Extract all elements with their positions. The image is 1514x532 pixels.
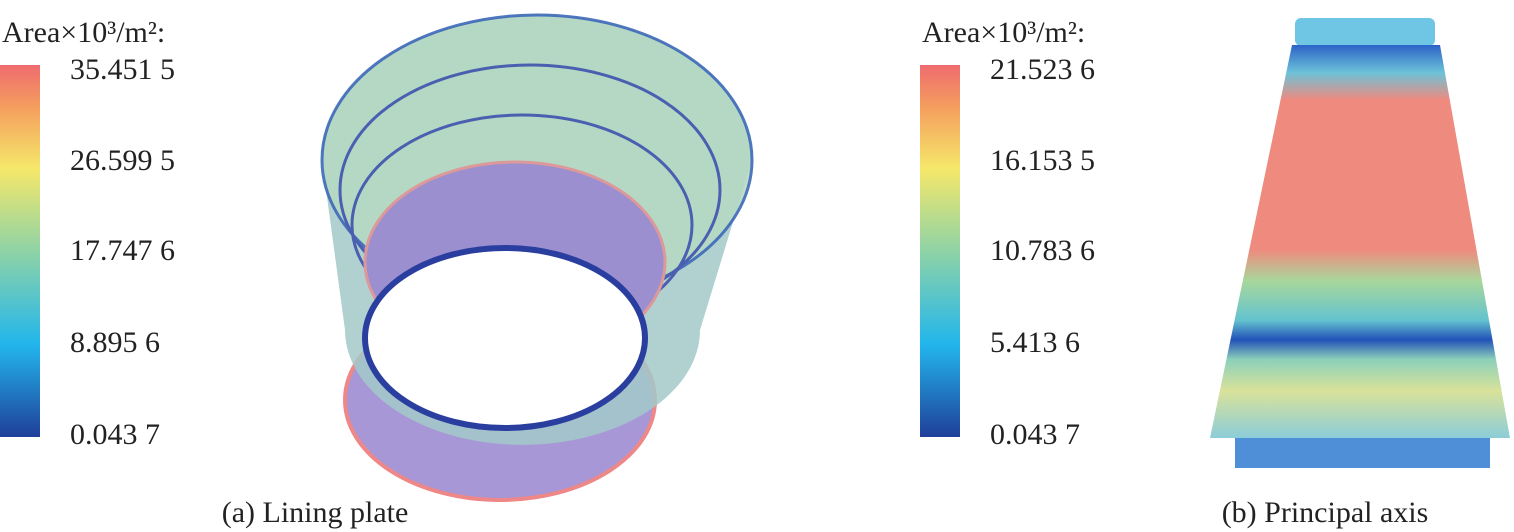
colorbar-label: 8.895 6 [70, 326, 160, 359]
colorbar [0, 65, 40, 437]
colorbar [920, 65, 960, 437]
panel-b: Area×10³/m²: 21.523 6 16.153 5 10.783 6 … [920, 16, 1510, 529]
lining-plate-model [320, 13, 754, 502]
colorbar-label: 5.413 6 [990, 326, 1080, 359]
legend-title: Area×10³/m²: [2, 16, 165, 49]
colorbar-label: 26.599 5 [70, 144, 175, 177]
colorbar-label: 17.747 6 [70, 234, 175, 267]
colorbar-label: 16.153 5 [990, 144, 1095, 177]
colorbar-label: 10.783 6 [990, 234, 1095, 267]
colorbar-label: 35.451 5 [70, 53, 175, 86]
colorbar-label: 0.043 7 [70, 418, 160, 451]
principal-axis-model [1210, 18, 1510, 468]
legend-title: Area×10³/m²: [922, 16, 1085, 49]
caption: (b) Principal axis [1222, 496, 1429, 529]
colorbar-label: 21.523 6 [990, 53, 1095, 86]
panel-a: Area×10³/m²: 35.451 5 26.599 5 17.747 6 … [0, 13, 754, 529]
colorbar-label: 0.043 7 [990, 418, 1080, 451]
caption: (a) Lining plate [222, 496, 409, 529]
